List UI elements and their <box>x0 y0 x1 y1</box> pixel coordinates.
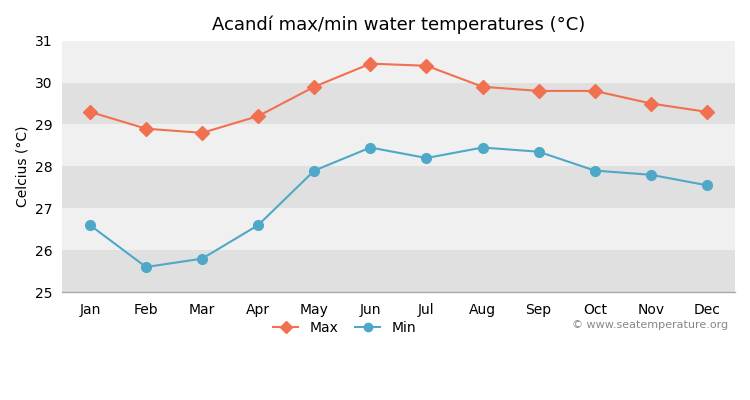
Min <box>254 223 262 228</box>
Min <box>646 172 656 177</box>
Line: Min: Min <box>85 143 712 272</box>
Min <box>422 156 431 160</box>
Max <box>534 88 543 93</box>
Min <box>703 183 712 188</box>
Max <box>703 110 712 114</box>
Legend: Max, Min: Max, Min <box>268 316 422 340</box>
Bar <box>62 208 735 250</box>
Min <box>478 145 487 150</box>
Max <box>646 101 656 106</box>
Max <box>590 88 599 93</box>
Line: Max: Max <box>85 59 712 138</box>
Max <box>478 84 487 89</box>
Min <box>198 256 207 261</box>
Title: Acandí max/min water temperatures (°C): Acandí max/min water temperatures (°C) <box>211 15 585 34</box>
Max <box>422 63 431 68</box>
Min <box>590 168 599 173</box>
Max <box>310 84 319 89</box>
Y-axis label: Celcius (°C): Celcius (°C) <box>15 126 29 207</box>
Min <box>366 145 375 150</box>
Bar <box>62 250 735 292</box>
Bar <box>62 166 735 208</box>
Max <box>142 126 151 131</box>
Min <box>310 168 319 173</box>
Min <box>86 223 94 228</box>
Bar <box>62 124 735 166</box>
Max <box>366 61 375 66</box>
Max <box>86 110 94 114</box>
Max <box>198 130 207 135</box>
Min <box>142 265 151 270</box>
Bar <box>62 41 735 82</box>
Max <box>254 114 262 118</box>
Text: © www.seatemperature.org: © www.seatemperature.org <box>572 320 728 330</box>
Bar <box>62 82 735 124</box>
Min <box>534 149 543 154</box>
